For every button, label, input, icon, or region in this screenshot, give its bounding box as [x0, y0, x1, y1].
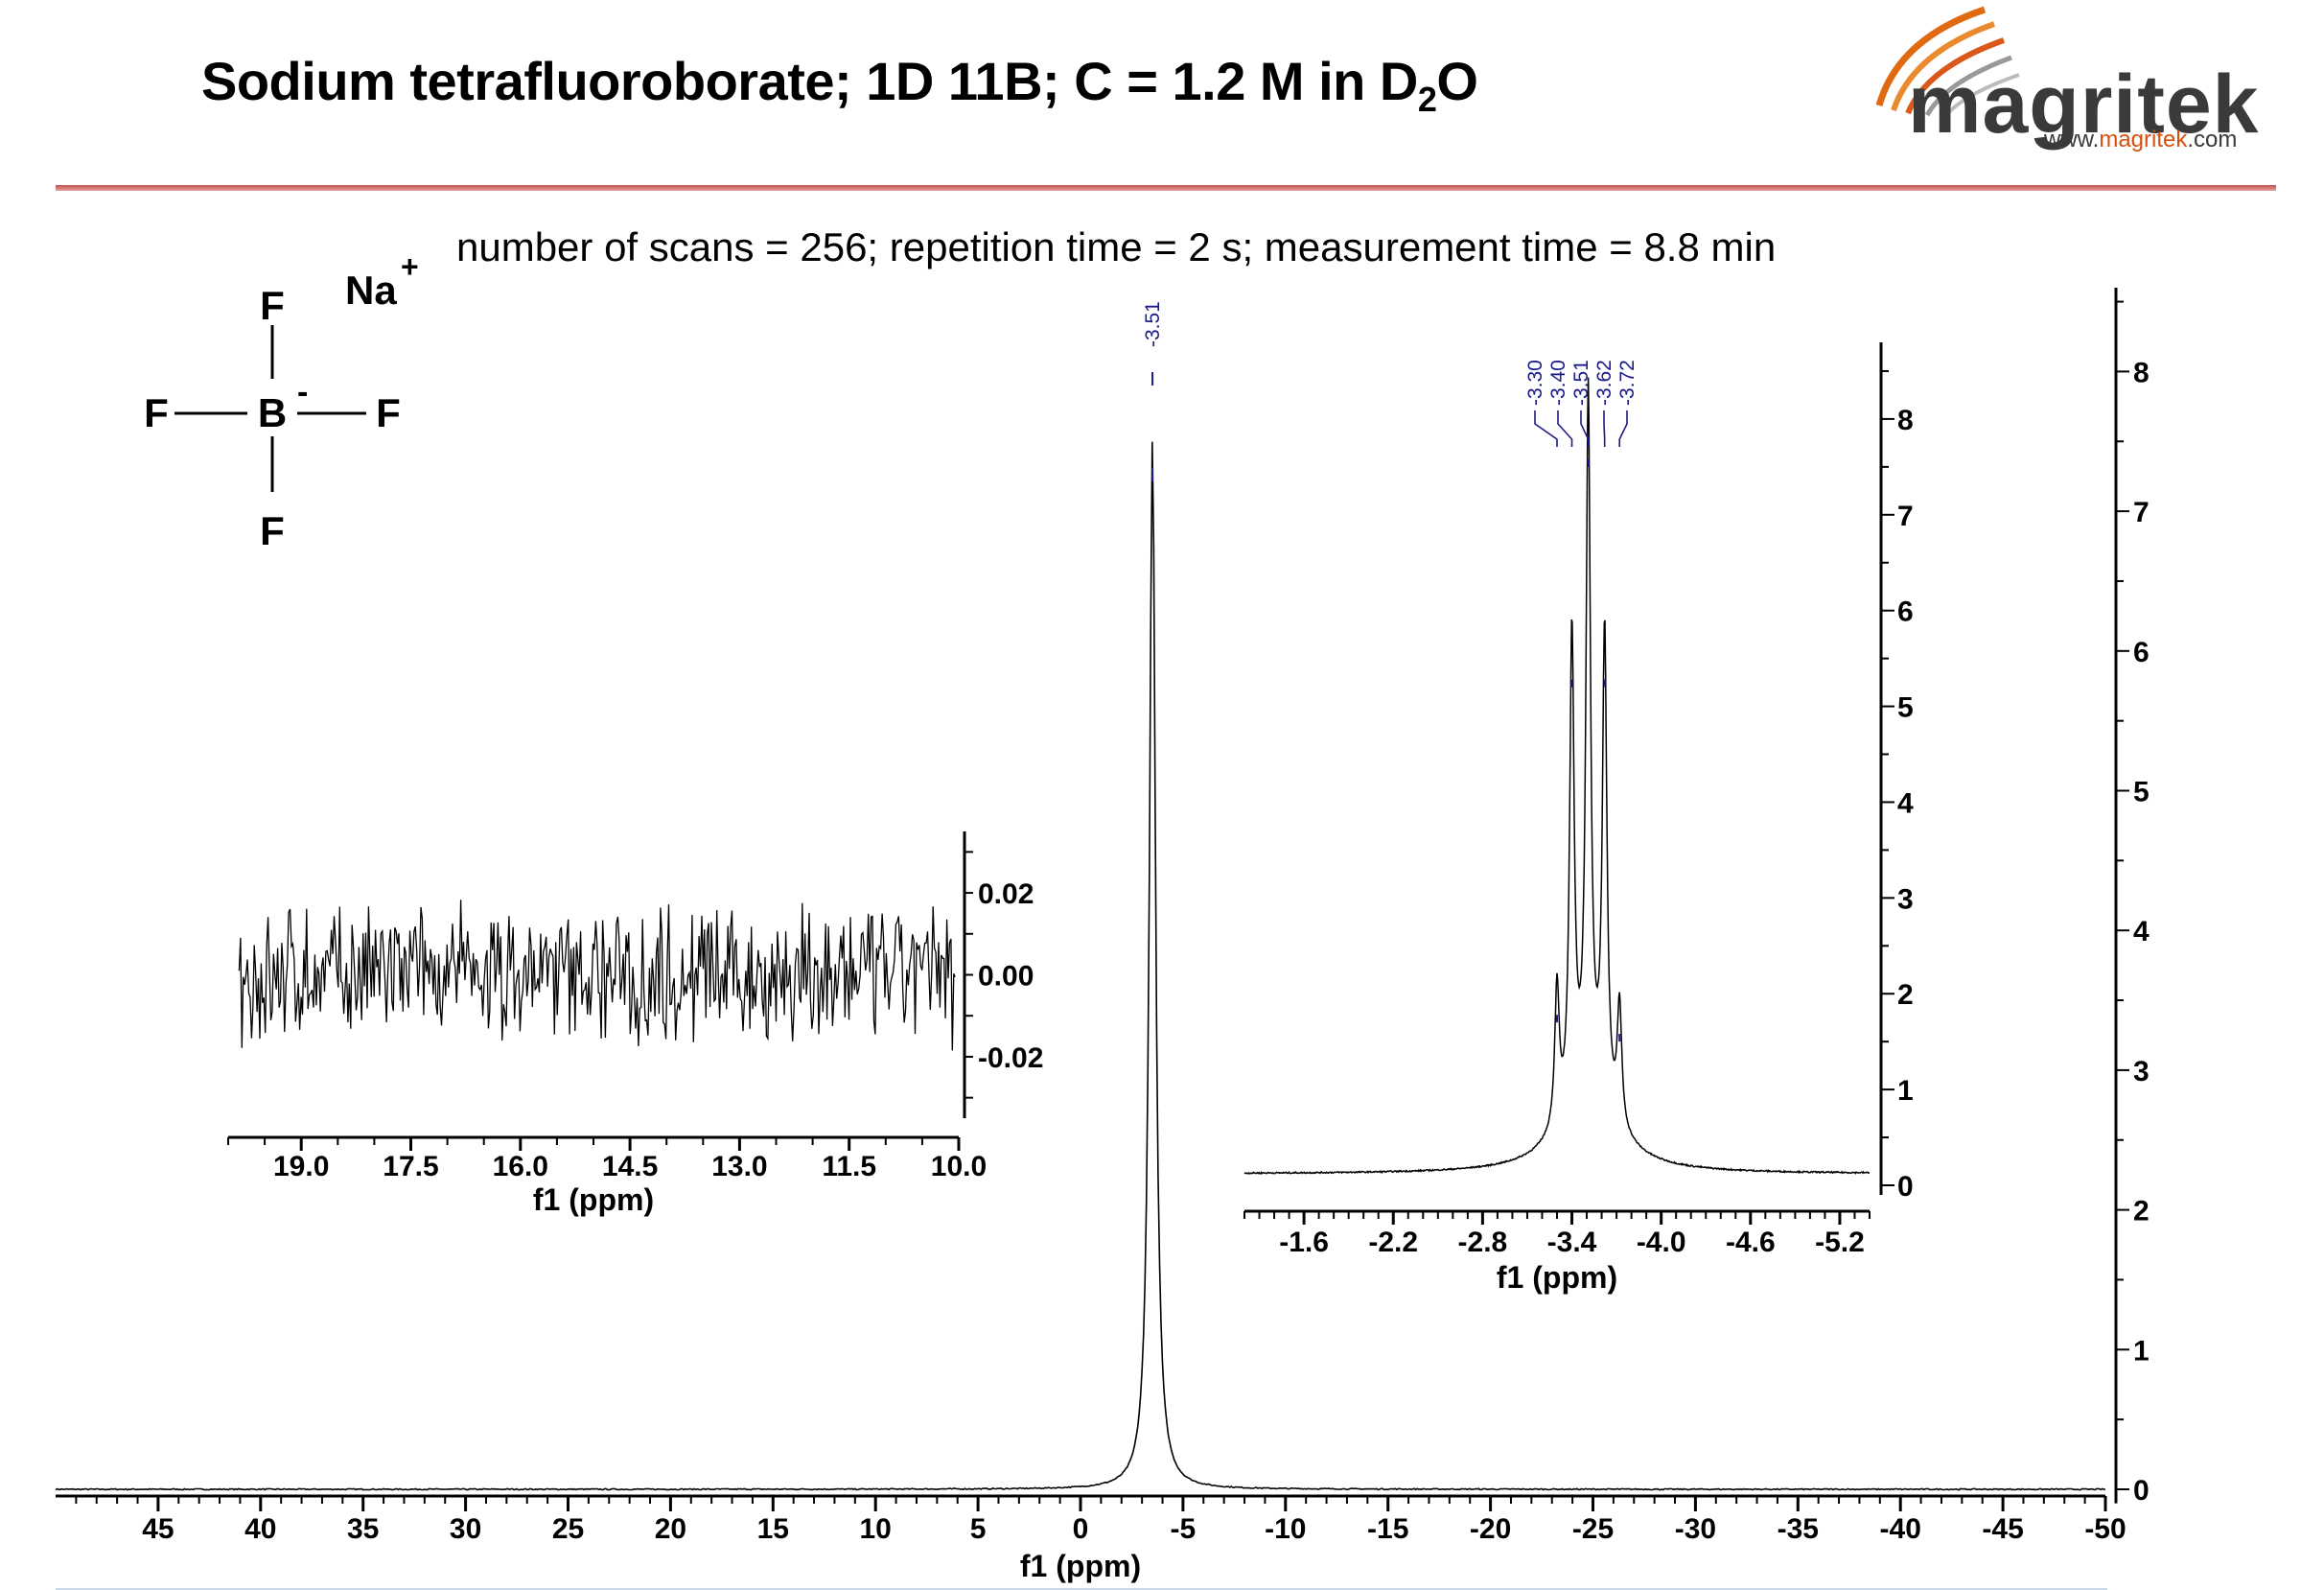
- main-y-tick-label: 5: [2133, 777, 2150, 808]
- main-y-tick-label: 8: [2133, 357, 2150, 388]
- main-x-tick-label: 20: [655, 1513, 686, 1545]
- main-x-tick-label: -45: [1982, 1513, 2023, 1545]
- atom-f-right: F: [376, 390, 401, 435]
- main-y-tick-label: 6: [2133, 637, 2150, 668]
- zoom-y-tick-label: 1: [1897, 1075, 1914, 1107]
- page-title: Sodium tetrafluoroborate; 1D 11B; C = 1.…: [201, 50, 1478, 117]
- main-x-tick-label: -25: [1572, 1513, 1614, 1545]
- zoom-x-tick-label: -4.6: [1726, 1227, 1776, 1258]
- zoom-peak-label: -3.40: [1547, 360, 1569, 406]
- zoom-x-axis-label: f1 (ppm): [1497, 1260, 1617, 1295]
- main-x-tick-label: 45: [142, 1513, 174, 1545]
- zoom-x-tick-label: -4.0: [1637, 1227, 1686, 1258]
- main-x-tick-label: 10: [860, 1513, 892, 1545]
- zoom-x-tick-label: -3.4: [1547, 1227, 1597, 1258]
- footer-divider: [56, 1588, 2107, 1590]
- zoom-y-tick-label: 3: [1897, 883, 1914, 915]
- zoom-x-tick-label: -1.6: [1279, 1227, 1329, 1258]
- main-y-tick-label: 2: [2133, 1196, 2150, 1228]
- main-peak-label: -3.51: [1142, 301, 1164, 347]
- main-x-tick-label: -30: [1675, 1513, 1716, 1545]
- noise-y-tick-label: 0.00: [978, 961, 1034, 993]
- logo-wordmark: magritek: [1908, 58, 2260, 151]
- main-x-tick-label: 40: [244, 1513, 276, 1545]
- noise-x-axis-label: f1 (ppm): [533, 1182, 654, 1217]
- atom-f-top: F: [260, 283, 285, 328]
- logo-url-accent: magritek: [2099, 127, 2188, 152]
- logo-url: www.magritek.com: [2044, 127, 2237, 153]
- zoom-spectrum-line: [1243, 377, 1871, 1175]
- main-x-tick-label: 0: [1073, 1513, 1089, 1545]
- atom-f-bottom: F: [260, 508, 285, 553]
- main-x-tick-label: -5: [1171, 1513, 1197, 1545]
- header-divider: [56, 185, 2276, 191]
- zoom-x-tick-label: -5.2: [1815, 1227, 1865, 1258]
- zoom-y-tick-label: 4: [1897, 787, 1914, 819]
- atom-f-left: F: [144, 390, 169, 435]
- zoom-y-tick-label: 5: [1897, 692, 1914, 724]
- counter-ion: Na: [345, 268, 397, 313]
- noise-x-tick-label: 19.0: [273, 1151, 329, 1182]
- noise-y-tick-label: 0.02: [978, 878, 1034, 910]
- main-x-tick-label: -40: [1880, 1513, 1921, 1545]
- noise-spectrum-line: [238, 900, 956, 1051]
- main-spectrum-line: [55, 441, 2106, 1491]
- tetrafluoroborate-structure: F B - F F F Na +: [144, 249, 419, 553]
- main-x-tick-label: -20: [1470, 1513, 1511, 1545]
- main-x-axis-label: f1 (ppm): [1020, 1549, 1141, 1583]
- logo-url-suffix: .com: [2187, 127, 2238, 152]
- zoom-inset-plot: -1.6 -2.2 -2.8 -3.4 -4.0 -4.6 -5.2 f1 (ppm) 0 1 2 3…: [1243, 342, 1914, 1295]
- logo-url-prefix: www.: [2044, 127, 2100, 152]
- zoom-y-tick-label: 0: [1897, 1171, 1914, 1203]
- main-spectrum-plot: 45 40 35 30 25 20 15 10 5 0 -5 -10 -15 -20 -25 -30 -35 -4…: [55, 288, 2150, 1583]
- main-x-tick-label: 5: [970, 1513, 987, 1545]
- zoom-peak-label: -3.51: [1570, 360, 1592, 406]
- noise-x-tick-label: 14.5: [602, 1151, 658, 1182]
- main-x-tick-label: -10: [1265, 1513, 1306, 1545]
- title-main: Sodium tetrafluoroborate; 1D 11B; C = 1.…: [201, 51, 1418, 111]
- zoom-peak-label: -3.62: [1593, 360, 1615, 406]
- main-x-tick-label: 30: [450, 1513, 481, 1545]
- main-y-tick-label: 3: [2133, 1056, 2150, 1087]
- counter-ion-charge: +: [401, 249, 419, 284]
- zoom-peak-connector: [1534, 410, 1558, 447]
- zoom-y-tick-label: 8: [1897, 405, 1914, 436]
- main-x-tick-label: 15: [757, 1513, 789, 1545]
- zoom-peak-connector: [1618, 410, 1628, 447]
- magritek-logo-swoosh-icon: [1875, 6, 2020, 119]
- zoom-y-tick-label: 2: [1897, 979, 1914, 1011]
- zoom-peak-label: -3.30: [1524, 360, 1546, 406]
- main-y-tick-label: 1: [2133, 1335, 2150, 1367]
- atom-b: B: [258, 390, 287, 435]
- zoom-x-tick-label: -2.8: [1458, 1227, 1508, 1258]
- zoom-peak-connector: [1557, 410, 1573, 447]
- noise-x-tick-label: 17.5: [383, 1151, 438, 1182]
- noise-x-tick-label: 16.0: [493, 1151, 548, 1182]
- b-charge: -: [297, 374, 308, 410]
- noise-y-tick-label: -0.02: [978, 1042, 1043, 1074]
- main-y-tick-label: 0: [2133, 1475, 2150, 1507]
- noise-x-tick-label: 11.5: [822, 1151, 876, 1182]
- zoom-x-tick-label: -2.2: [1368, 1227, 1418, 1258]
- main-x-tick-label: -15: [1367, 1513, 1408, 1545]
- noise-x-tick-label: 10.0: [931, 1151, 987, 1182]
- acquisition-parameters: number of scans = 256; repetition time =…: [456, 224, 1777, 269]
- zoom-peak-label: -3.72: [1616, 360, 1638, 406]
- main-x-tick-label: 35: [347, 1513, 379, 1545]
- main-x-tick-label: -35: [1778, 1513, 1819, 1545]
- title-subscript: 2: [1417, 80, 1437, 119]
- zoom-peak-connector: [1580, 410, 1590, 447]
- main-x-tick-label: -50: [2084, 1513, 2126, 1545]
- main-x-tick-label: 25: [552, 1513, 584, 1545]
- noise-inset-plot: 19.0 17.5 16.0 14.5 13.0 11.5 10.0 f1 (ppm) 0.02…: [227, 831, 1043, 1217]
- title-end: O: [1436, 51, 1478, 111]
- main-y-tick-label: 7: [2133, 497, 2150, 528]
- zoom-y-tick-label: 7: [1897, 501, 1914, 532]
- noise-x-tick-label: 13.0: [711, 1151, 767, 1182]
- zoom-y-tick-label: 6: [1897, 596, 1914, 628]
- zoom-peak-connector: [1603, 410, 1606, 447]
- main-y-tick-label: 4: [2133, 916, 2150, 947]
